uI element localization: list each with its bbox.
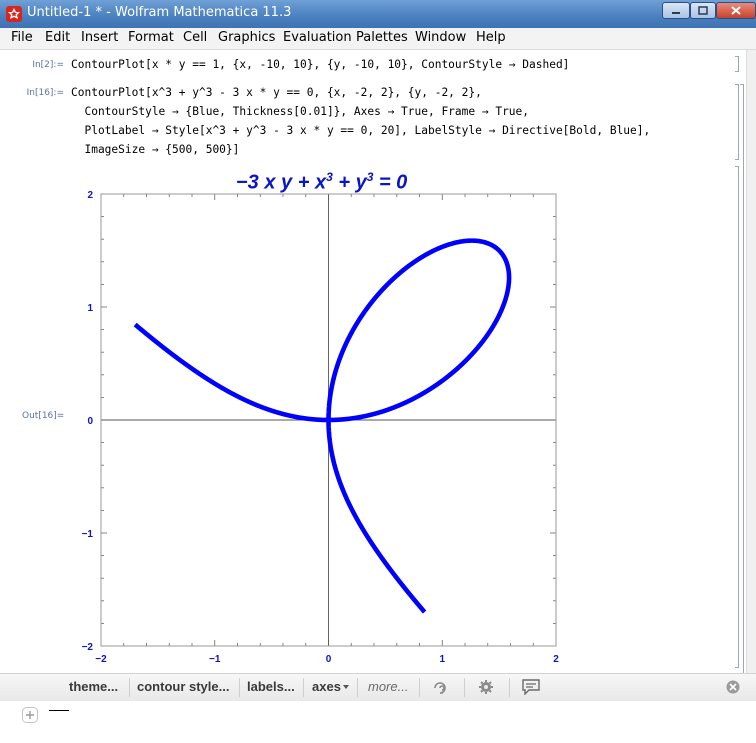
menu-evaluation[interactable]: Evaluation (283, 30, 352, 45)
y-tick-label: 0 (87, 416, 93, 427)
close-icon (731, 6, 741, 15)
cell-label-out16: Out[16]= (22, 411, 65, 421)
cell-bracket[interactable] (735, 84, 739, 160)
menu-window[interactable]: Window (415, 30, 467, 45)
maximize-button[interactable] (690, 2, 716, 19)
menu-help[interactable]: Help (476, 30, 506, 45)
menu-format[interactable]: Format (128, 30, 174, 45)
separator (357, 678, 358, 697)
maximize-icon (698, 6, 708, 15)
mathematica-spikey-icon (6, 6, 22, 22)
cell-bracket[interactable] (735, 166, 739, 668)
menu-file[interactable]: File (11, 30, 33, 45)
code-line[interactable]: ContourPlot[x^3 + y^3 - 3 x * y == 0, {x… (71, 86, 482, 99)
title-bar: Untitled-1 * - Wolfram Mathematica 11.3 (0, 0, 756, 28)
add-cell-icon[interactable] (22, 707, 38, 723)
gear-icon[interactable] (478, 679, 494, 695)
labels-button[interactable]: labels... (247, 679, 295, 694)
code-line[interactable]: PlotLabel → Style[x^3 + y^3 - 3 x * y ==… (71, 124, 651, 137)
themes-button[interactable]: theme... (69, 679, 119, 694)
more-button[interactable]: more... (368, 679, 409, 694)
close-icon[interactable] (726, 680, 740, 694)
notebook-area[interactable] (0, 50, 756, 673)
group-bracket[interactable] (740, 84, 744, 674)
minimize-icon (672, 11, 680, 14)
code-line[interactable]: ContourStyle → {Blue, Thickness[0.01]}, … (71, 105, 530, 118)
menu-bar: File Edit Insert Format Cell Graphics Ev… (0, 28, 756, 50)
cell-label-in16: In[16]:= (26, 88, 64, 98)
plot-frame (100, 193, 557, 647)
y-tick-label: 2 (87, 190, 93, 201)
separator (239, 678, 240, 697)
separator (464, 678, 465, 697)
code-line[interactable]: ContourPlot[x * y == 1, {x, -10, 10}, {y… (71, 58, 570, 71)
curve-line (326, 238, 512, 423)
x-tick-label: 2 (553, 654, 559, 665)
cell-label-in2: In[2]:= (32, 60, 64, 70)
comment-icon[interactable] (522, 679, 540, 695)
menu-palettes[interactable]: Palettes (356, 30, 408, 45)
contour-plot[interactable]: −2 −1 0 1 2 −2 −1 0 1 2 (70, 190, 570, 670)
y-tick-label: −2 (82, 642, 94, 653)
close-button[interactable] (716, 2, 756, 19)
input-area[interactable] (0, 701, 756, 743)
window-title: Untitled-1 * - Wolfram Mathematica 11.3 (27, 5, 292, 20)
y-tick-label: 1 (87, 303, 93, 314)
x-tick-label: 0 (326, 654, 332, 665)
axes-button[interactable]: axes (312, 679, 341, 694)
undo-swirl-icon[interactable] (432, 680, 448, 696)
menu-graphics[interactable]: Graphics (218, 30, 276, 45)
x-tick-label: −2 (95, 654, 107, 665)
minimize-button[interactable] (662, 2, 690, 19)
chevron-down-icon (343, 685, 349, 689)
suggestions-bar: theme... contour style... labels... axes… (0, 673, 756, 702)
contour-style-button[interactable]: contour style... (137, 679, 230, 694)
separator (129, 678, 130, 697)
curve-line (326, 417, 427, 614)
separator (303, 678, 304, 697)
menu-edit[interactable]: Edit (45, 30, 71, 45)
menu-insert[interactable]: Insert (81, 30, 119, 45)
x-tick-label: 1 (439, 654, 445, 665)
insertion-cursor (49, 710, 69, 711)
separator (509, 678, 510, 697)
vertical-scrollbar[interactable] (746, 50, 756, 673)
cell-bracket[interactable] (735, 56, 739, 72)
curve-line (133, 322, 331, 423)
code-line[interactable]: ImageSize → {500, 500}] (71, 143, 240, 156)
separator (419, 678, 420, 697)
y-tick-label: −1 (82, 529, 94, 540)
menu-cell[interactable]: Cell (183, 30, 208, 45)
x-tick-label: −1 (209, 654, 221, 665)
plot-title: −3 x y + x3 + y3 = 0 (236, 170, 408, 194)
